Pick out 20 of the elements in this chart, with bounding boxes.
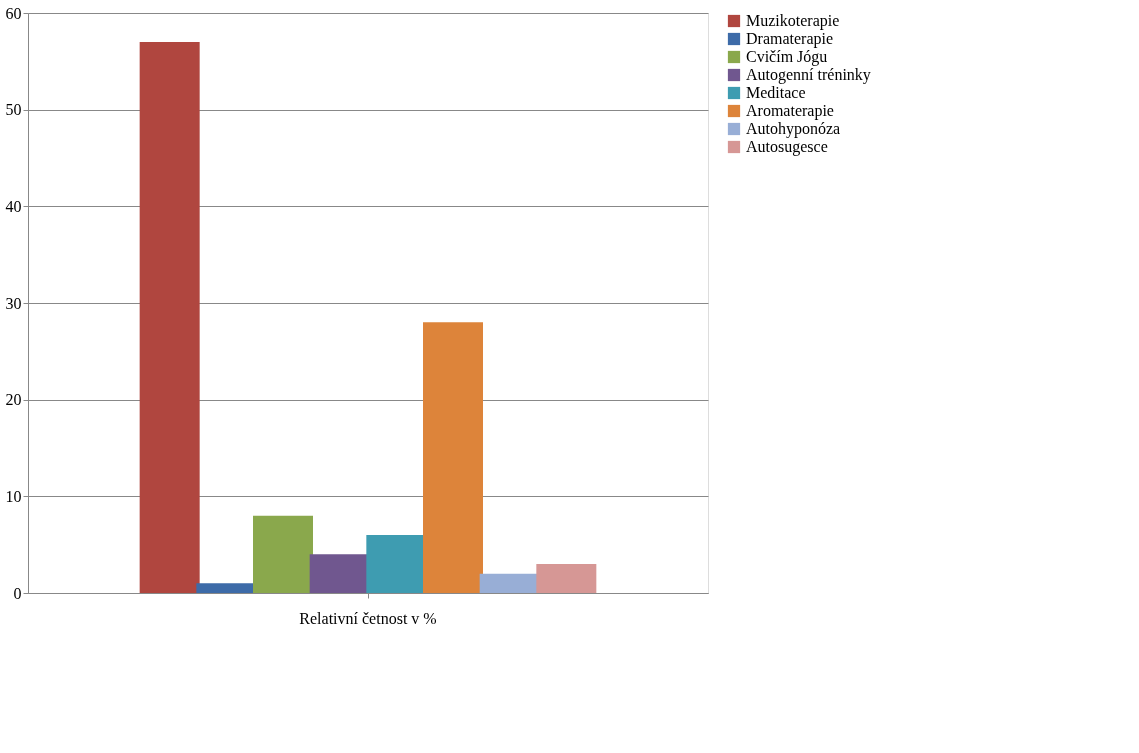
y-tick-label: 20 — [5, 391, 22, 409]
y-tick-label: 10 — [5, 487, 22, 505]
legend-label: Autogenní tréninky — [746, 66, 871, 84]
y-tick-label: 40 — [5, 197, 22, 215]
bar — [253, 515, 313, 593]
legend-label: Autohyponóza — [746, 120, 841, 138]
legend-label: Cvičím Jógu — [746, 48, 828, 66]
bar — [139, 42, 200, 593]
y-tick-label: 60 — [5, 4, 22, 22]
y-tick-label: 0 — [13, 584, 22, 602]
legend-label: Autosugesce — [746, 138, 828, 156]
x-tick-label: Relativní četnost v % — [299, 609, 437, 627]
bar — [536, 564, 597, 593]
legend-label: Aromaterapie — [746, 102, 834, 120]
legend-label: Dramaterapie — [746, 30, 834, 48]
y-tick-label: 50 — [5, 101, 22, 119]
y-tick-label: 30 — [5, 294, 22, 312]
legend-label: Muzikoterapie — [746, 12, 840, 30]
legend-label: Meditace — [746, 84, 806, 101]
bar — [423, 322, 483, 593]
